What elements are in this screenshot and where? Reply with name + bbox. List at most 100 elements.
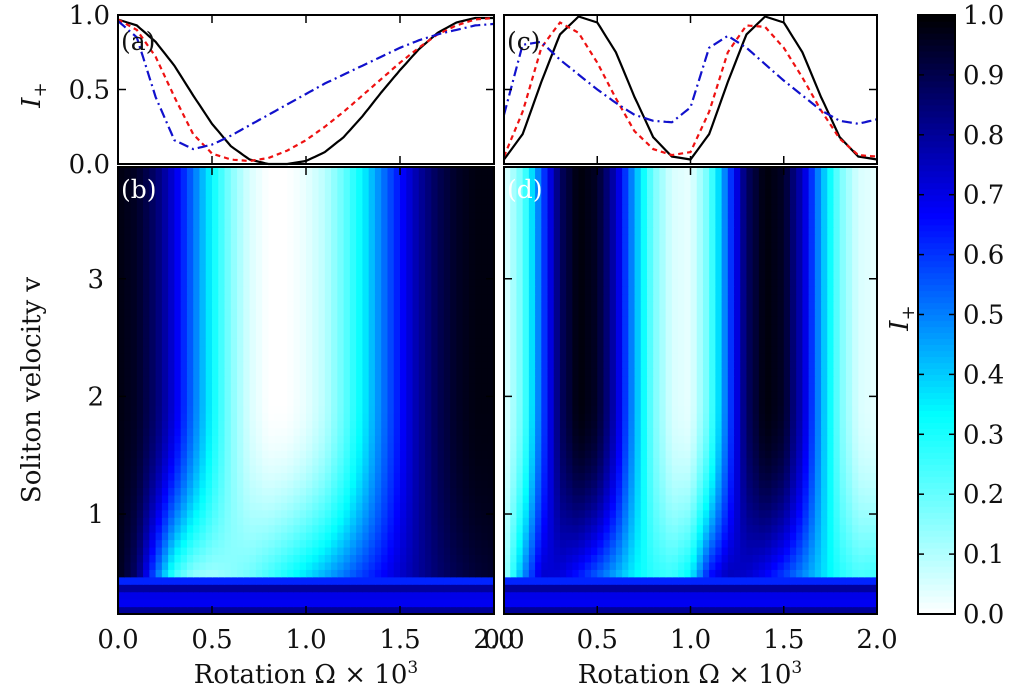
panel-b-heat-cell — [255, 271, 263, 280]
panel-b-heat-cell — [299, 278, 307, 287]
panel-d-heat-cell — [628, 584, 636, 593]
panel-b-heat-cell — [293, 338, 301, 347]
panel-b-heat-cell — [237, 450, 244, 459]
panel-d-heat-cell — [777, 546, 785, 555]
panel-b-heat-cell — [243, 546, 251, 555]
panel-b-heat-cell — [174, 241, 182, 250]
panel-d-heat-cell — [727, 532, 735, 541]
panel-d-heat-cell — [690, 576, 698, 585]
panel-b-heat-cell — [425, 412, 432, 421]
panel-b-heat-cell — [280, 263, 288, 272]
panel-b-heat-cell — [130, 271, 138, 280]
panel-b-heat-cell — [199, 271, 207, 280]
panel-b-heat-cell — [274, 412, 282, 421]
panel-b-heat-cell — [475, 293, 483, 302]
panel-d-heat-cell — [864, 576, 872, 585]
panel-b-heat-cell — [431, 546, 439, 555]
panel-b-heat-cell — [193, 256, 201, 265]
panel-b-heat-cell — [437, 174, 445, 183]
panel-b-heat-cell — [418, 234, 426, 243]
panel-b-heat-cell — [374, 390, 382, 399]
panel-b-heat-cell — [443, 360, 451, 369]
panel-b-heat-cell — [180, 174, 188, 183]
panel-b-heat-cell — [168, 435, 175, 444]
panel-b-heat-cell — [193, 375, 201, 384]
panel-b-heat-cell — [180, 472, 188, 481]
panel-b-heat-cell — [293, 383, 301, 392]
panel-b-heat-cell — [400, 405, 407, 414]
panel-b-heat-cell — [243, 316, 251, 325]
panel-b-heat-cell — [418, 174, 426, 183]
panel-b-heat-cell — [481, 435, 489, 444]
panel-b-heat-cell — [224, 196, 232, 205]
panel-b-heat-cell — [287, 546, 295, 555]
panel-b-heat-cell — [174, 263, 182, 272]
panel-b-heat-cell — [349, 412, 357, 421]
panel-d-heat-cell — [547, 591, 555, 600]
panel-d-heat-cell — [802, 539, 810, 548]
panel-a-series-dashdot-line — [117, 20, 495, 151]
panel-b-heat-cell — [331, 330, 338, 339]
panel-b-heat-cell — [168, 457, 175, 466]
panel-b-heat-cell — [130, 345, 138, 354]
panel-b-heat-cell — [481, 368, 489, 377]
panel-b-heat-cell — [374, 576, 382, 585]
panel-d-heat-cell — [659, 599, 667, 608]
panel-b-heat-cell — [268, 234, 276, 243]
panel-d-heat-cell — [597, 479, 605, 488]
panel-b-heat-cell — [374, 427, 382, 436]
panel-d-heat-cell — [591, 479, 598, 488]
panel-b-heat-cell — [343, 323, 351, 332]
panel-b-heat-cell — [418, 353, 426, 362]
panel-b-heat-cell — [437, 383, 445, 392]
panel-b-heat-cell — [337, 248, 345, 257]
panel-b-heat-cell — [306, 181, 313, 190]
panel-d-heat-cell — [845, 606, 853, 615]
panel-d-heat-cell — [572, 472, 580, 481]
panel-d-heat-cell — [528, 546, 536, 555]
panel-b-heat-cell — [393, 338, 401, 347]
panel-b-heat-cell — [393, 532, 401, 541]
panel-b-heat-cell — [481, 524, 489, 533]
panel-b-heat-cell — [118, 241, 125, 250]
panel-b-heat-cell — [186, 234, 194, 243]
panel-b-heat-cell — [230, 494, 238, 503]
panel-b-heat-cell — [356, 539, 363, 548]
panel-d-heat-cell — [696, 606, 704, 615]
panel-d-heat-cell — [827, 479, 835, 488]
panel-b-heat-cell — [468, 226, 476, 235]
panel-b-heat-cell — [268, 278, 276, 287]
panel-b-heat-cell — [180, 435, 188, 444]
panel-b-heat-cell — [193, 226, 201, 235]
panel-d-heat-cell — [578, 532, 586, 541]
panel-d-heat-cell — [709, 561, 716, 570]
panel-b-heat-cell — [481, 420, 489, 429]
panel-b-heat-cell — [149, 591, 157, 600]
panel-d-heat-cell — [553, 576, 561, 585]
panel-d-heat-cell — [609, 591, 617, 600]
panel-d-heat-cell — [547, 576, 555, 585]
panel-b-heat-cell — [193, 278, 201, 287]
panel-b-heat-cell — [412, 517, 420, 526]
panel-b-heat-cell — [174, 167, 182, 176]
panel-b-heat-cell — [174, 532, 182, 541]
panel-b-heat-cell — [199, 278, 207, 287]
panel-d-heat-cell — [678, 539, 685, 548]
panel-b-heat-cell — [205, 435, 213, 444]
panel-b-heat-cell — [230, 226, 238, 235]
panel-b-heat-cell — [155, 301, 163, 310]
panel-d-heat-cell — [783, 584, 791, 593]
panel-b-heat-cell — [306, 554, 313, 563]
panel-b-heat-cell — [224, 494, 232, 503]
panel-d-heat-cell — [559, 591, 567, 600]
panel-b-heat-cell — [280, 494, 288, 503]
panel-d-heat-cell — [789, 442, 797, 451]
panel-b-heat-cell — [368, 576, 376, 585]
panel-b-heat-cell — [161, 472, 169, 481]
panel-d-heat-cell — [553, 599, 561, 608]
panel-b-heat-cell — [168, 323, 175, 332]
panel-b-heat-cell — [155, 271, 163, 280]
panel-d-heat-cell — [504, 584, 511, 593]
panel-b-heat-cell — [262, 345, 269, 354]
panel-b-heat-cell — [324, 345, 332, 354]
